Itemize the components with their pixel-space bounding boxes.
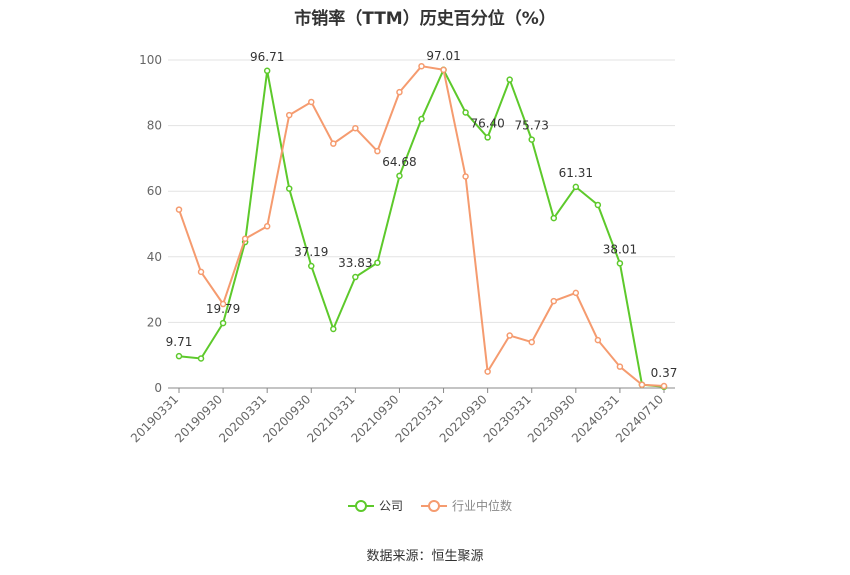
data-point bbox=[616, 363, 624, 370]
y-tick-label: 20 bbox=[147, 315, 162, 329]
data-point bbox=[219, 319, 227, 327]
data-label: 0.37 bbox=[651, 366, 678, 380]
data-point bbox=[638, 381, 646, 388]
data-label: 61.31 bbox=[559, 166, 593, 180]
legend-label-0: 公司 bbox=[379, 499, 403, 513]
data-point bbox=[263, 67, 271, 75]
data-point bbox=[352, 273, 359, 281]
data-point bbox=[506, 76, 513, 83]
data-label: 64.68 bbox=[382, 155, 416, 169]
y-tick-label: 80 bbox=[147, 119, 162, 133]
data-point bbox=[396, 172, 403, 180]
data-point bbox=[175, 206, 183, 213]
data-point bbox=[484, 134, 491, 141]
data-point bbox=[550, 214, 558, 222]
y-tick-label: 0 bbox=[154, 381, 162, 395]
data-label: 33.83 bbox=[338, 256, 372, 270]
data-point bbox=[660, 382, 668, 390]
data-point bbox=[197, 268, 205, 276]
legend-marker-0 bbox=[355, 500, 367, 512]
data-point bbox=[396, 88, 403, 96]
data-point bbox=[330, 325, 337, 333]
data-point bbox=[263, 223, 271, 230]
x-tick-label: 20240710 bbox=[613, 392, 666, 445]
data-point bbox=[528, 136, 535, 143]
data-point bbox=[219, 300, 227, 308]
data-point bbox=[241, 235, 249, 243]
data-point bbox=[285, 185, 293, 192]
data-point bbox=[550, 297, 558, 305]
data-label: 37.19 bbox=[294, 245, 328, 259]
data-point bbox=[352, 124, 359, 132]
data-point bbox=[528, 338, 535, 346]
chart-title: 市销率（TTM）历史百分位（%） bbox=[294, 9, 556, 29]
data-label: 9.71 bbox=[166, 335, 193, 349]
data-point bbox=[572, 289, 580, 297]
data-point bbox=[440, 66, 447, 74]
data-label: 76.40 bbox=[470, 116, 504, 130]
data-point bbox=[594, 201, 602, 209]
data-point bbox=[308, 262, 315, 270]
data-point bbox=[374, 259, 381, 266]
y-tick-label: 100 bbox=[139, 53, 162, 67]
data-point bbox=[175, 352, 183, 360]
data-point bbox=[462, 173, 469, 180]
data-point bbox=[418, 115, 425, 123]
y-tick-label: 40 bbox=[147, 250, 162, 264]
data-point bbox=[197, 355, 205, 362]
data-label: 19.79 bbox=[206, 302, 240, 316]
data-label: 75.73 bbox=[515, 119, 549, 133]
data-point bbox=[330, 140, 337, 147]
line-chart: 0204060801002019033120190930202003312020… bbox=[128, 49, 678, 513]
data-point bbox=[594, 336, 602, 344]
data-point bbox=[616, 260, 624, 267]
data-point bbox=[462, 109, 469, 116]
data-point bbox=[308, 98, 315, 106]
data-label: 96.71 bbox=[250, 50, 284, 64]
data-label: 38.01 bbox=[603, 242, 637, 256]
data-point bbox=[374, 147, 381, 155]
data-point bbox=[506, 332, 513, 339]
data-point bbox=[572, 183, 580, 191]
data-source: 数据来源：恒生聚源 bbox=[366, 549, 484, 564]
data-label: 97.01 bbox=[426, 49, 460, 63]
data-point bbox=[285, 111, 293, 119]
legend-label-1: 行业中位数 bbox=[452, 498, 512, 513]
data-point bbox=[418, 62, 425, 70]
y-tick-label: 60 bbox=[147, 184, 162, 198]
legend-marker-1 bbox=[428, 500, 441, 512]
data-point bbox=[484, 368, 491, 375]
series-line-1 bbox=[178, 65, 665, 387]
